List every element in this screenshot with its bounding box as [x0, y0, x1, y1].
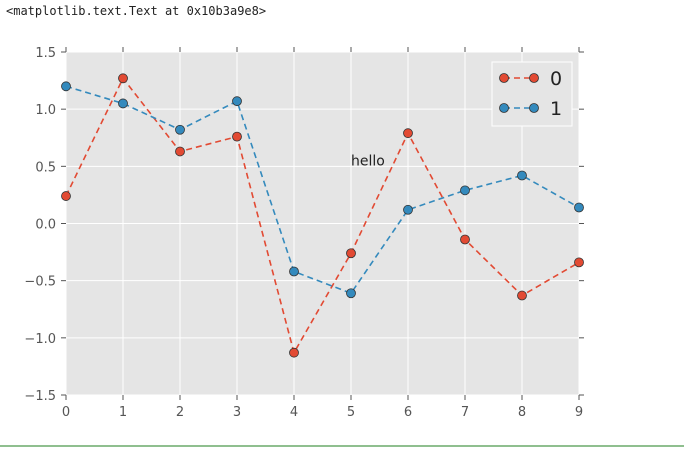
- legend: 01: [491, 61, 573, 127]
- data-point: [460, 185, 470, 196]
- x-tick-label: 3: [233, 405, 241, 420]
- legend-marker: [499, 103, 509, 113]
- legend-entry-0: 0: [499, 68, 562, 90]
- data-point: [289, 266, 299, 277]
- x-tick-label: 8: [518, 405, 526, 420]
- data-point: [460, 234, 470, 245]
- legend-box: [491, 61, 573, 127]
- series-group: [61, 73, 584, 358]
- y-tick-label: −0.5: [24, 275, 56, 290]
- legend-marker: [529, 103, 539, 113]
- x-tick-label: 7: [461, 405, 469, 420]
- data-point: [403, 128, 413, 139]
- annotation-text: hello: [351, 153, 385, 169]
- series-line: [65, 85, 580, 295]
- bottom-divider: [0, 445, 684, 447]
- y-tick-label: −1.0: [24, 332, 56, 347]
- x-tick-label: 4: [290, 405, 298, 420]
- x-tick-label: 1: [119, 405, 127, 420]
- data-point: [574, 257, 584, 268]
- y-tick-label: 1.5: [35, 46, 56, 61]
- data-point: [517, 290, 527, 301]
- legend-entry-1: 1: [499, 98, 562, 120]
- data-point: [118, 73, 128, 84]
- legend-label: 0: [550, 68, 562, 90]
- legend-marker: [499, 73, 509, 83]
- data-point: [346, 288, 356, 299]
- y-tick-label: 1.0: [35, 103, 56, 118]
- annotations: hello: [351, 153, 385, 169]
- data-point: [61, 81, 71, 92]
- x-tick-label: 6: [404, 405, 412, 420]
- data-point: [289, 347, 299, 358]
- x-tick-label: 2: [176, 405, 184, 420]
- data-point: [175, 146, 185, 157]
- data-point: [232, 131, 242, 142]
- legend-marker: [529, 73, 539, 83]
- data-point: [118, 98, 128, 109]
- data-point: [574, 202, 584, 213]
- data-point: [232, 96, 242, 107]
- data-point: [403, 204, 413, 215]
- series-line: [65, 76, 580, 355]
- y-tick-label: 0.5: [35, 160, 56, 175]
- legend-label: 1: [550, 98, 562, 120]
- data-point: [175, 124, 185, 135]
- output-repr-text: <matplotlib.text.Text at 0x10b3a9e8>: [6, 4, 267, 18]
- series-1: [61, 81, 584, 299]
- y-tick-label: −1.5: [24, 389, 56, 404]
- x-tick-label: 0: [62, 405, 70, 420]
- data-point: [61, 191, 71, 201]
- series-0: [61, 73, 584, 358]
- data-point: [517, 170, 527, 181]
- y-tick-label: 0.0: [35, 218, 56, 233]
- data-point: [346, 248, 356, 259]
- x-tick-label: 9: [575, 405, 583, 420]
- x-tick-label: 5: [347, 405, 355, 420]
- axes: 0 1 2 3 4 5 6 7 8 91.51.00.50.0−0.5−1.0−1.5: [24, 46, 584, 420]
